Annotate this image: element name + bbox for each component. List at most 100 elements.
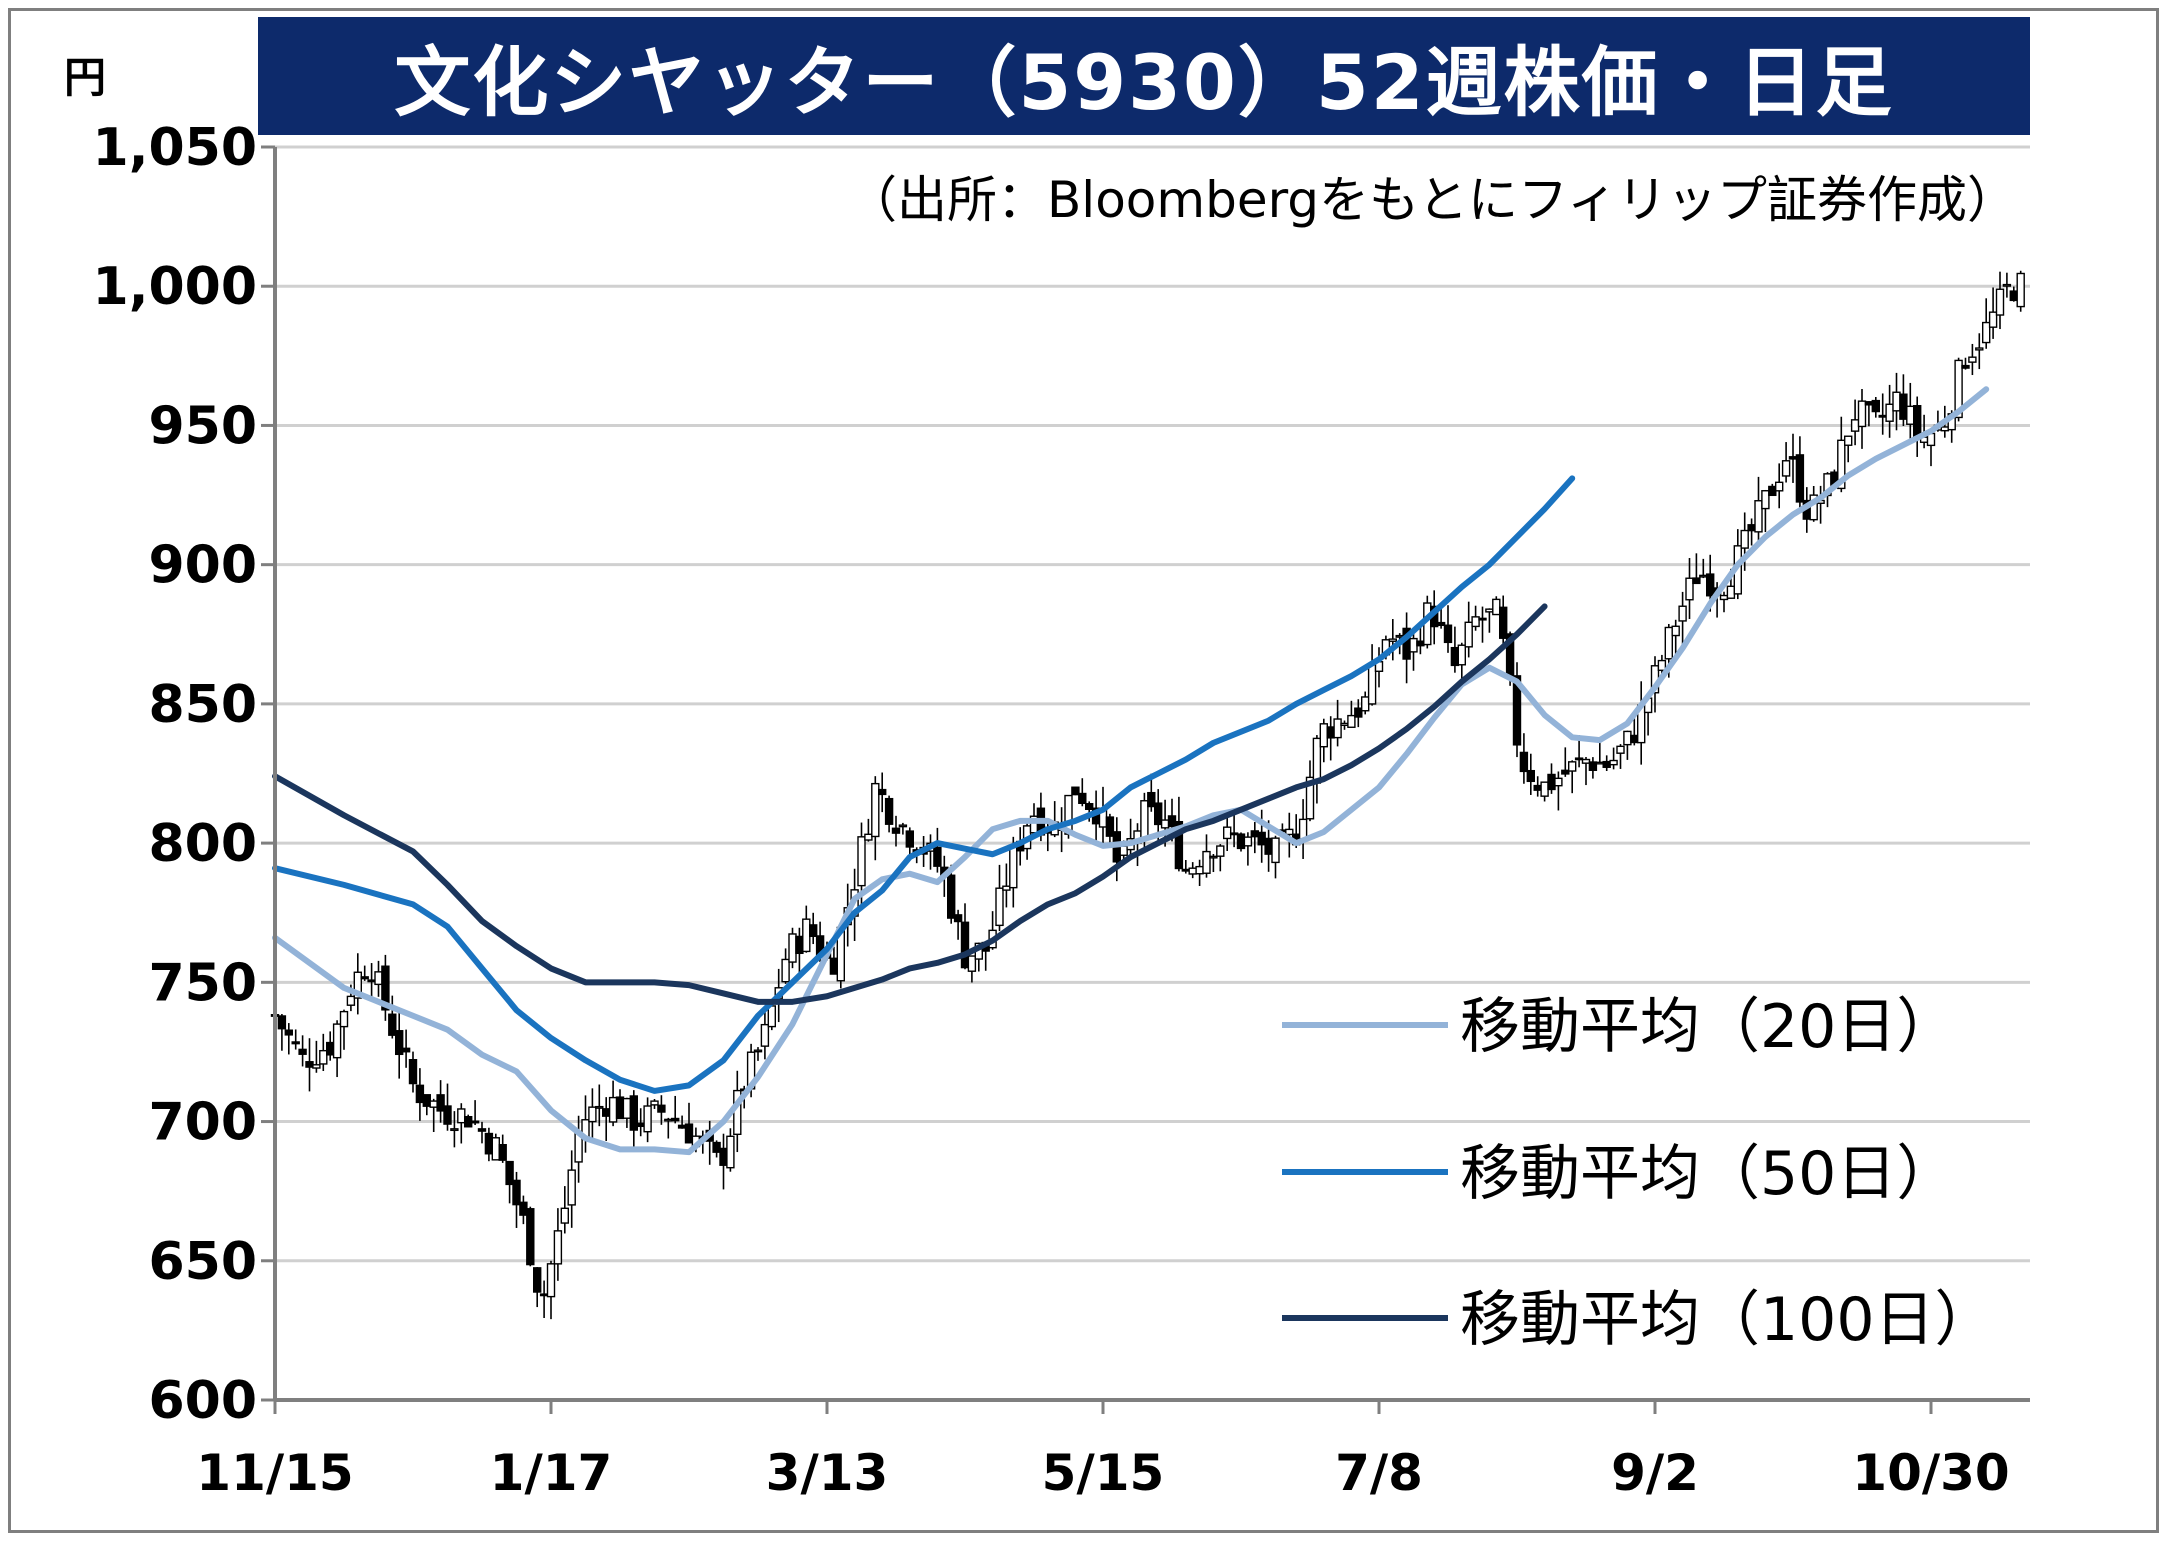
candle-body bbox=[588, 1106, 597, 1123]
y-tick-label: 700 bbox=[148, 1093, 257, 1153]
candle-body bbox=[809, 924, 818, 938]
candle-body bbox=[636, 1122, 645, 1128]
candle-body bbox=[1071, 786, 1080, 796]
candle-body bbox=[1167, 815, 1177, 828]
candle-body bbox=[878, 788, 887, 796]
candle-body bbox=[719, 1147, 728, 1166]
candle-body bbox=[1726, 585, 1736, 599]
candle-body bbox=[326, 1041, 335, 1056]
candle-body bbox=[360, 976, 369, 980]
y-tick-label: 1,050 bbox=[93, 118, 257, 178]
candle-body bbox=[1678, 605, 1687, 622]
candle-body bbox=[1878, 414, 1887, 418]
candle-body bbox=[629, 1095, 638, 1131]
candle-body bbox=[726, 1135, 735, 1169]
candle-body bbox=[1084, 803, 1094, 811]
candle-body bbox=[1954, 359, 1963, 419]
candle-body bbox=[1740, 529, 1749, 549]
candle-body bbox=[1892, 391, 1901, 412]
candle-body bbox=[947, 874, 956, 919]
candle-body bbox=[1519, 751, 1529, 773]
candle-body bbox=[1968, 356, 1977, 363]
candle-body bbox=[1906, 405, 1915, 425]
candle-body bbox=[1705, 573, 1715, 597]
candle-body bbox=[298, 1048, 307, 1055]
candle-body bbox=[622, 1097, 632, 1119]
candle-body bbox=[1140, 800, 1149, 841]
candle-body bbox=[1685, 577, 1694, 601]
candle-body bbox=[1561, 769, 1570, 775]
candle-body bbox=[650, 1100, 659, 1106]
candle-body bbox=[1885, 403, 1894, 422]
candle-body bbox=[1981, 321, 1991, 344]
candle-body bbox=[491, 1137, 500, 1161]
candle-body bbox=[898, 824, 908, 828]
candle-body bbox=[1250, 830, 1260, 838]
candle-body bbox=[484, 1132, 494, 1155]
candle-body bbox=[381, 965, 390, 1011]
candle-body bbox=[1236, 833, 1246, 850]
y-tick-label: 950 bbox=[148, 396, 257, 456]
candle-body bbox=[953, 914, 963, 923]
candle-body bbox=[684, 1123, 694, 1144]
candle-body bbox=[291, 1041, 300, 1045]
candle-body bbox=[367, 979, 376, 983]
candle-body bbox=[1257, 831, 1266, 846]
candle-body bbox=[422, 1094, 431, 1107]
candle-body bbox=[1692, 577, 1701, 585]
candle-body bbox=[1416, 640, 1425, 647]
title-bar: 文化シヤッター（5930）52週株価・日足 bbox=[258, 17, 2030, 135]
candle-body bbox=[470, 1120, 480, 1124]
x-tick-label: 9/2 bbox=[1611, 1444, 1699, 1502]
candle-body bbox=[533, 1267, 542, 1293]
candle-body bbox=[788, 933, 797, 963]
candle-body bbox=[1264, 837, 1273, 855]
legend-label-2: 移動平均（50日） bbox=[1460, 1139, 1956, 1209]
candle-body bbox=[1512, 675, 1522, 746]
legend-label-1: 移動平均（20日） bbox=[1460, 992, 1956, 1062]
candle-body bbox=[1367, 664, 1377, 705]
candle-body bbox=[1554, 777, 1563, 787]
candle-body bbox=[1754, 500, 1763, 533]
candle-body bbox=[781, 958, 790, 983]
candle-body bbox=[1975, 347, 1984, 351]
candle-body bbox=[753, 1049, 763, 1053]
source-note: （出所：Bloombergをもとにフィリップ証券作成） bbox=[847, 171, 2017, 229]
y-tick-label: 650 bbox=[148, 1232, 257, 1292]
candle-body bbox=[1319, 723, 1329, 748]
candle-body bbox=[1078, 792, 1087, 804]
candle-body bbox=[608, 1096, 618, 1123]
candle-body bbox=[1899, 393, 1908, 420]
candle-body bbox=[1181, 868, 1191, 872]
candle-body bbox=[760, 1023, 770, 1047]
candle-body bbox=[374, 971, 383, 986]
candle-body bbox=[1222, 826, 1232, 840]
candle-body bbox=[1340, 722, 1349, 727]
candle-body bbox=[2009, 290, 2019, 302]
y-tick-label: 850 bbox=[148, 675, 257, 735]
candle-body bbox=[1153, 802, 1163, 826]
candle-body bbox=[2016, 272, 2025, 308]
candle-body bbox=[1768, 485, 1777, 497]
candle-body bbox=[1843, 435, 1853, 446]
candle-body bbox=[1436, 621, 1446, 627]
candle-body bbox=[1781, 460, 1791, 477]
candle-body bbox=[1995, 288, 2005, 316]
candle-body bbox=[664, 1118, 673, 1122]
candle-body bbox=[1961, 364, 1970, 369]
candle-body bbox=[305, 1061, 314, 1068]
candle-body bbox=[1471, 616, 1480, 628]
candle-body bbox=[871, 782, 880, 838]
candle-body bbox=[1837, 439, 1846, 490]
candle-body bbox=[1312, 737, 1322, 784]
candle-body bbox=[1285, 828, 1294, 836]
candle-body bbox=[457, 1108, 466, 1124]
candle-body bbox=[1602, 760, 1611, 768]
candle-body bbox=[1492, 598, 1501, 616]
candle-body bbox=[1761, 490, 1770, 510]
x-tick-label: 7/8 bbox=[1335, 1444, 1423, 1502]
candle-body bbox=[464, 1115, 473, 1128]
candle-body bbox=[767, 1005, 776, 1028]
candle-body bbox=[1581, 758, 1591, 764]
candle-body bbox=[1850, 419, 1860, 432]
